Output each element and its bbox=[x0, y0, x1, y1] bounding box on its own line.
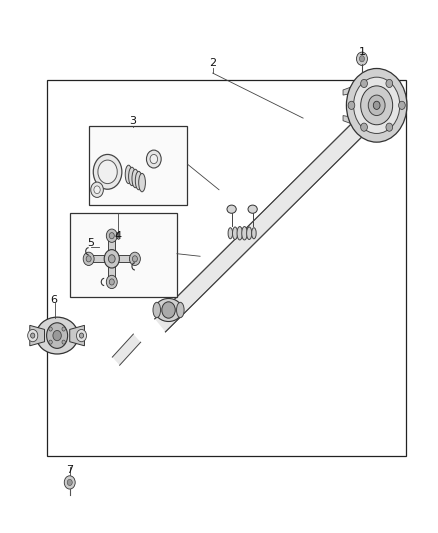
Circle shape bbox=[361, 86, 392, 125]
Ellipse shape bbox=[150, 155, 158, 164]
Text: 1: 1 bbox=[358, 46, 365, 56]
Circle shape bbox=[86, 256, 91, 262]
Circle shape bbox=[386, 123, 392, 131]
Circle shape bbox=[348, 101, 355, 109]
Bar bbox=[70, 213, 177, 297]
Text: 2: 2 bbox=[209, 58, 216, 68]
Circle shape bbox=[83, 252, 94, 265]
Ellipse shape bbox=[135, 171, 142, 190]
Ellipse shape bbox=[36, 317, 78, 354]
Circle shape bbox=[109, 279, 114, 285]
Text: 7: 7 bbox=[66, 465, 73, 475]
Ellipse shape bbox=[125, 165, 132, 183]
Circle shape bbox=[368, 95, 385, 116]
Circle shape bbox=[109, 232, 114, 239]
Ellipse shape bbox=[91, 182, 103, 197]
Circle shape bbox=[106, 229, 117, 243]
Circle shape bbox=[31, 333, 35, 338]
Polygon shape bbox=[343, 116, 364, 128]
Polygon shape bbox=[30, 325, 45, 346]
Circle shape bbox=[162, 302, 175, 318]
Polygon shape bbox=[88, 255, 109, 262]
Polygon shape bbox=[343, 82, 364, 95]
Text: 6: 6 bbox=[51, 295, 58, 305]
Circle shape bbox=[353, 77, 400, 133]
Ellipse shape bbox=[132, 169, 139, 188]
Circle shape bbox=[386, 79, 392, 87]
Circle shape bbox=[373, 101, 380, 109]
Ellipse shape bbox=[177, 302, 184, 318]
Ellipse shape bbox=[237, 227, 243, 240]
Circle shape bbox=[109, 255, 115, 263]
Polygon shape bbox=[155, 104, 382, 332]
Circle shape bbox=[132, 256, 138, 262]
Ellipse shape bbox=[98, 160, 117, 183]
Circle shape bbox=[360, 55, 364, 62]
Circle shape bbox=[28, 329, 38, 342]
Polygon shape bbox=[109, 262, 115, 282]
Circle shape bbox=[399, 101, 405, 109]
Ellipse shape bbox=[146, 150, 161, 168]
Polygon shape bbox=[70, 325, 85, 346]
Circle shape bbox=[346, 68, 407, 142]
Circle shape bbox=[79, 333, 84, 338]
Circle shape bbox=[62, 340, 65, 344]
Circle shape bbox=[49, 340, 52, 344]
Circle shape bbox=[357, 52, 367, 66]
Ellipse shape bbox=[129, 167, 135, 185]
Circle shape bbox=[104, 249, 119, 268]
Polygon shape bbox=[112, 334, 141, 365]
Ellipse shape bbox=[227, 205, 236, 213]
Circle shape bbox=[106, 276, 117, 288]
Ellipse shape bbox=[233, 227, 238, 239]
Ellipse shape bbox=[139, 173, 145, 192]
Ellipse shape bbox=[248, 205, 257, 213]
Polygon shape bbox=[109, 236, 115, 256]
Ellipse shape bbox=[153, 302, 161, 318]
Ellipse shape bbox=[242, 227, 247, 240]
Ellipse shape bbox=[228, 228, 233, 239]
Circle shape bbox=[130, 252, 140, 265]
Ellipse shape bbox=[155, 298, 182, 321]
Polygon shape bbox=[114, 255, 135, 262]
Ellipse shape bbox=[93, 155, 122, 189]
Text: 5: 5 bbox=[87, 238, 94, 248]
Circle shape bbox=[64, 476, 75, 489]
Circle shape bbox=[361, 79, 367, 87]
Ellipse shape bbox=[94, 186, 100, 193]
Text: 4: 4 bbox=[114, 231, 122, 241]
Circle shape bbox=[361, 123, 367, 131]
Ellipse shape bbox=[247, 227, 252, 239]
Circle shape bbox=[49, 327, 52, 331]
Circle shape bbox=[77, 329, 87, 342]
Circle shape bbox=[46, 323, 67, 349]
Ellipse shape bbox=[251, 228, 256, 239]
Circle shape bbox=[67, 479, 72, 486]
Text: 3: 3 bbox=[129, 116, 136, 126]
Circle shape bbox=[53, 330, 61, 341]
Bar bbox=[88, 126, 187, 205]
Circle shape bbox=[62, 327, 65, 331]
Bar bbox=[46, 80, 406, 456]
